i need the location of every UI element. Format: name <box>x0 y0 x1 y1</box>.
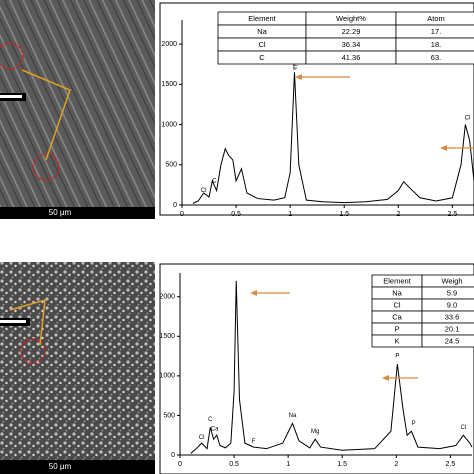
table-cell-text: 22.29 <box>342 27 361 36</box>
y-tick-label: 0 <box>173 202 177 209</box>
x-tick-label: 2.5 <box>448 211 458 218</box>
table-header: Atom <box>427 14 445 23</box>
table-header: Element <box>248 14 276 23</box>
table-cell-text: 5.9 <box>447 288 457 297</box>
peak-label: P <box>395 354 399 360</box>
x-tick-label: 1 <box>286 461 290 468</box>
table-cell-text: 36.34 <box>342 40 361 49</box>
y-tick-label: 1000 <box>161 121 177 128</box>
spectrum-line <box>190 280 473 454</box>
table-cell-text: 17. <box>431 27 441 36</box>
table-cell-text: Ca <box>392 312 402 321</box>
peak-label: Cl <box>199 435 205 441</box>
x-tick-label: 0.5 <box>231 211 241 218</box>
scale-bar-label: 50 µm <box>49 462 72 471</box>
table-cell-text: P <box>394 324 399 333</box>
y-tick-label: 2000 <box>159 294 175 301</box>
y-tick-label: 500 <box>165 162 177 169</box>
arrow-head <box>382 375 389 381</box>
y-tick-label: 1500 <box>159 333 175 340</box>
arrow-head <box>295 74 302 80</box>
table-cell-text: 24.5 <box>445 336 460 345</box>
table-cell-text: Na <box>257 27 267 36</box>
table-cell-text: 20.1 <box>445 324 460 333</box>
sem-image <box>0 262 155 474</box>
table-header: Element <box>383 276 411 285</box>
x-tick-label: 1.5 <box>337 461 347 468</box>
table-header: Weight% <box>336 14 366 23</box>
x-tick-label: 2 <box>396 211 400 218</box>
x-tick-label: 0 <box>180 211 184 218</box>
table-cell-text: 33.6 <box>445 312 460 321</box>
x-tick-label: 1.5 <box>339 211 349 218</box>
peak-label: Cl <box>201 188 207 194</box>
table-cell-text: 9.0 <box>447 300 457 309</box>
y-tick-label: 0 <box>171 452 175 459</box>
y-tick-label: 1000 <box>159 373 175 380</box>
peak-label: Ca <box>211 426 219 432</box>
x-tick-label: 2 <box>394 461 398 468</box>
x-tick-label: 2.5 <box>446 461 456 468</box>
x-tick-label: 0 <box>178 461 182 468</box>
table-cell-text: K <box>394 336 399 345</box>
table-cell-text: 41.36 <box>342 53 361 62</box>
y-tick-label: 1500 <box>161 81 177 88</box>
table-cell-text: 63. <box>431 53 441 62</box>
sem-image <box>0 0 155 219</box>
peak-label: P <box>412 421 416 427</box>
scale-bar-label: 50 µm <box>49 208 72 217</box>
table-cell-text: Cl <box>393 300 400 309</box>
arrow-head <box>250 290 257 296</box>
spectrum-line <box>192 72 474 204</box>
peak-label: Na <box>289 413 297 419</box>
table-cell-text: 18. <box>431 40 441 49</box>
peak-label: C <box>212 178 217 184</box>
peak-label: Cl <box>461 425 467 431</box>
peak-label: Na <box>291 62 297 70</box>
peak-label: Cl <box>465 116 471 122</box>
peak-label: F <box>252 439 256 445</box>
y-tick-label: 2000 <box>161 41 177 48</box>
arrow-head <box>440 145 447 151</box>
table-cell <box>421 334 474 348</box>
table-cell-text: Na <box>392 288 402 297</box>
y-tick-label: 500 <box>163 412 175 419</box>
x-tick-label: 0.5 <box>229 461 239 468</box>
peak-label: C <box>208 417 213 423</box>
peak-label: Mg <box>311 429 319 435</box>
table-cell-text: Cl <box>258 40 265 49</box>
x-tick-label: 1 <box>288 211 292 218</box>
table-cell <box>395 50 474 65</box>
table-cell-text: C <box>259 53 265 62</box>
table-header: Weigh <box>441 276 462 285</box>
